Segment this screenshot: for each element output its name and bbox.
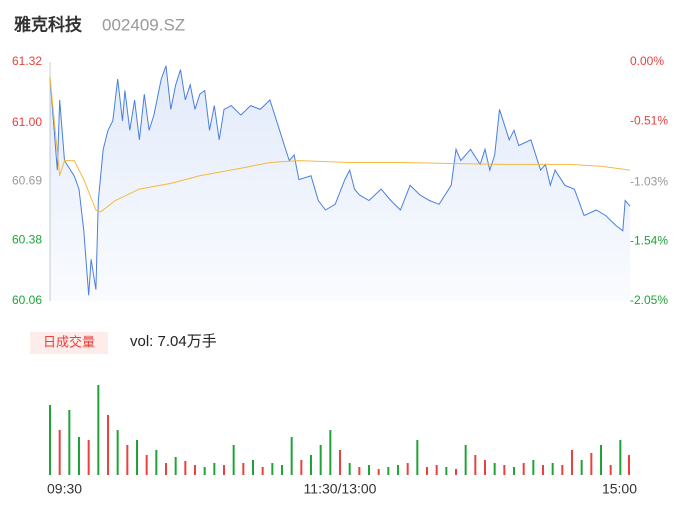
volume-bar	[493, 463, 496, 475]
volume-bar	[445, 467, 448, 475]
volume-bar	[416, 440, 419, 475]
y2-tick-label: -1.54%	[630, 234, 668, 248]
volume-bar	[590, 453, 593, 475]
volume-bar	[561, 465, 564, 475]
y-tick-label: 60.38	[12, 232, 42, 246]
volume-bar	[290, 437, 293, 475]
volume-bar	[542, 465, 544, 475]
volume-bar	[522, 463, 525, 475]
volume-bar	[464, 445, 467, 475]
x-tick-label: 15:00	[602, 481, 637, 497]
volume-bar	[184, 461, 187, 475]
legend-box	[30, 332, 108, 354]
volume-bar	[271, 463, 274, 475]
volume-bar	[261, 467, 264, 475]
volume-bar	[484, 460, 486, 475]
volume-bar	[339, 450, 341, 475]
y-tick-label: 61.00	[12, 115, 42, 129]
volume-bar	[503, 465, 506, 475]
y2-tick-label: -1.03%	[630, 174, 668, 188]
volume-bar	[252, 460, 254, 475]
y-tick-label: 60.69	[12, 174, 42, 188]
y-tick-label: 60.06	[12, 293, 42, 307]
x-tick-label: 11:30/13:00	[304, 481, 377, 497]
average-line	[49, 77, 631, 213]
volume-bar	[174, 457, 177, 475]
legend-label: 日成交量	[43, 334, 95, 349]
volume-bar	[513, 467, 515, 475]
volume-bar	[600, 445, 602, 475]
volume-bar	[107, 415, 109, 475]
volume-bar	[87, 440, 90, 475]
volume-bar	[435, 465, 438, 475]
volume-bar	[580, 460, 583, 475]
volume-bar	[223, 465, 225, 475]
volume-bar	[281, 465, 283, 475]
volume-bar	[58, 430, 61, 475]
volume-bar	[377, 469, 380, 475]
x-tick-label: 09:30	[47, 481, 82, 497]
volume-bar	[155, 450, 158, 475]
volume-bar	[455, 469, 457, 475]
volume-bar	[165, 463, 167, 475]
stock-code: 002409.SZ	[102, 15, 185, 34]
volume-bar	[532, 460, 535, 475]
volume-bar	[300, 460, 303, 475]
price-line	[49, 65, 631, 296]
volume-bar	[387, 467, 390, 475]
volume-bar	[68, 410, 71, 475]
volume-text: vol: 7.04万手	[130, 333, 217, 350]
volume-bar	[426, 467, 428, 475]
volume-bar	[397, 465, 399, 475]
volume-bar	[242, 463, 245, 475]
volume-bar	[628, 455, 630, 475]
volume-bar	[116, 430, 119, 475]
volume-bar	[319, 445, 322, 475]
volume-bar	[348, 463, 351, 475]
volume-bar	[232, 445, 235, 475]
volume-bar	[368, 465, 370, 475]
volume-bar	[609, 465, 612, 475]
volume-bar	[213, 463, 216, 475]
volume-bar	[551, 463, 554, 475]
volume-bar	[203, 467, 206, 475]
volume-bar	[78, 437, 80, 475]
volume-bar	[145, 455, 148, 475]
volume-bar	[619, 440, 622, 475]
volume-bar	[571, 450, 573, 475]
y-tick-label: 61.32	[12, 54, 42, 68]
volume-bar	[126, 445, 129, 475]
volume-bar	[406, 463, 409, 475]
y2-tick-label: -0.51%	[630, 114, 668, 128]
volume-bar	[194, 465, 196, 475]
price-area	[50, 65, 630, 301]
volume-bar	[310, 455, 312, 475]
volume-bar	[97, 385, 100, 475]
volume-bar	[358, 467, 361, 475]
volume-bar	[49, 405, 51, 475]
stock-name: 雅克科技	[13, 14, 83, 34]
y2-tick-label: 0.00%	[630, 54, 664, 68]
volume-bar	[329, 430, 332, 475]
y2-tick-label: -2.05%	[630, 293, 668, 307]
volume-bar	[474, 455, 477, 475]
volume-bar	[136, 440, 138, 475]
